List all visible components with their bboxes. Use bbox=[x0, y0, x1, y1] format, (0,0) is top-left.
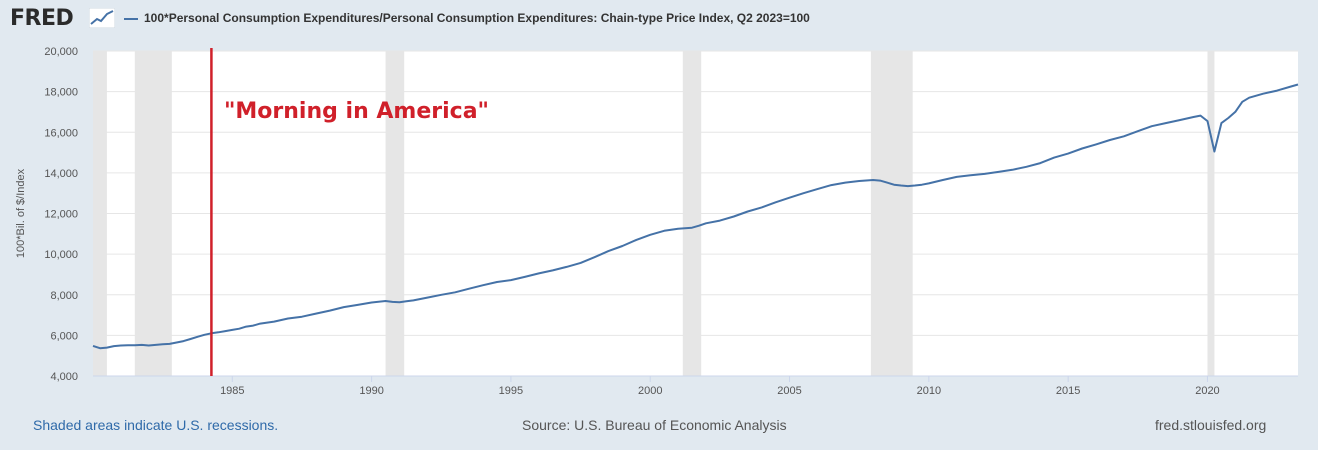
y-tick-label: 4,000 bbox=[50, 371, 78, 383]
fred-logo[interactable]: FRED bbox=[10, 6, 74, 31]
source-note: Source: U.S. Bureau of Economic Analysis bbox=[522, 417, 787, 433]
x-tick-label: 2010 bbox=[917, 385, 941, 397]
x-tick-label: 2005 bbox=[777, 385, 801, 397]
legend-line-swatch bbox=[124, 17, 138, 20]
y-tick-label: 10,000 bbox=[44, 249, 78, 261]
y-tick-label: 16,000 bbox=[44, 127, 78, 139]
legend-label: 100*Personal Consumption Expenditures/Pe… bbox=[144, 11, 810, 25]
site-link[interactable]: fred.stlouisfed.org bbox=[1155, 417, 1267, 433]
recession-note: Shaded areas indicate U.S. recessions. bbox=[33, 417, 279, 433]
x-tick-label: 2020 bbox=[1195, 385, 1219, 397]
x-tick-label: 1995 bbox=[499, 385, 523, 397]
line-chart: 4,000 6,000 8,000 10,000 12,000 14,000 16,000 1… bbox=[15, 46, 1299, 397]
y-tick-label: 20,000 bbox=[44, 46, 78, 58]
y-tick-label: 8,000 bbox=[50, 290, 78, 302]
chart-legend: 100*Personal Consumption Expenditures/Pe… bbox=[124, 11, 810, 25]
y-tick-label: 18,000 bbox=[44, 87, 78, 99]
y-axis-ticks: 4,000 6,000 8,000 10,000 12,000 14,000 16,000 1… bbox=[44, 46, 78, 383]
x-axis-ticks: 1985 1990 1995 2000 2005 2010 2015 2020 bbox=[220, 376, 1220, 397]
x-tick-label: 2015 bbox=[1056, 385, 1080, 397]
x-tick-label: 1990 bbox=[359, 385, 383, 397]
chart-annotation: "Morning in America" bbox=[224, 99, 489, 124]
y-tick-label: 12,000 bbox=[44, 209, 78, 221]
x-tick-label: 1985 bbox=[220, 385, 244, 397]
series-line[interactable] bbox=[92, 83, 1299, 350]
y-tick-label: 14,000 bbox=[44, 168, 78, 180]
y-axis-label: 100*Bil. of $/Index bbox=[15, 168, 27, 258]
x-tick-label: 2000 bbox=[638, 385, 662, 397]
fred-logo-graph-icon bbox=[89, 8, 115, 28]
y-tick-label: 6,000 bbox=[50, 330, 78, 342]
